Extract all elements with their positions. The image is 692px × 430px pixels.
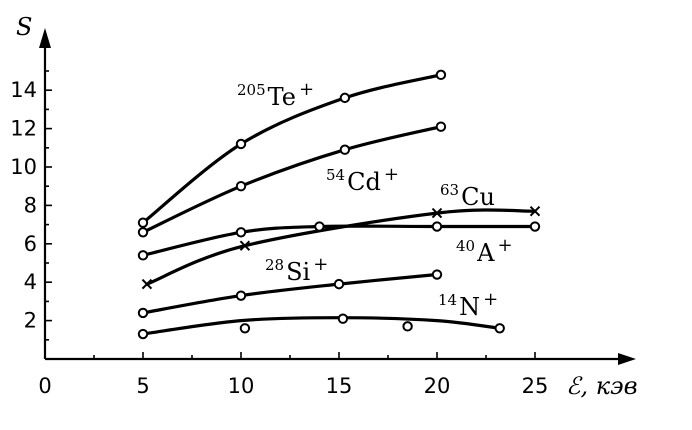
series-label-40a: 40A + (456, 235, 513, 267)
data-point-28si (431, 269, 443, 280)
data-point-40a (235, 227, 247, 238)
axes: S ℰ, кэв 2 4 6 8 10 12 14 0 5 10 15 20 25 (10, 13, 637, 400)
series-labels: 205Te + 54Cd + 63Cu 40A + 28Si + 14N + (237, 79, 513, 321)
data-point-54cd (435, 121, 447, 132)
y-axis-label: S (16, 13, 32, 41)
data-point-40a (431, 221, 443, 232)
data-point-205te (137, 217, 149, 228)
series-label-28si: 28Si + (265, 254, 328, 286)
series-label-63cu: 63Cu (440, 181, 495, 211)
data-point-63cu (431, 207, 443, 219)
x-tick-label: 25 (522, 374, 549, 398)
data-point-205te (339, 92, 351, 104)
data-point-54cd (339, 144, 351, 155)
data-point-14n (494, 323, 505, 334)
data-point-40a (314, 221, 325, 232)
y-tick-label: 12 (10, 117, 37, 141)
y-tick-label: 14 (10, 78, 37, 102)
series-line-28si (141, 272, 439, 315)
data-point-63cu (529, 205, 541, 217)
y-tick-label: 4 (24, 270, 37, 294)
data-point-28si (137, 307, 149, 319)
y-tick-label: 6 (24, 232, 37, 256)
series-label-205te: 205Te + (237, 79, 314, 111)
x-tick-label: 20 (424, 374, 451, 398)
data-point-40a (137, 250, 149, 261)
markers (137, 69, 541, 340)
data-point-54cd (137, 227, 149, 238)
x-axis-arrow (618, 353, 636, 365)
data-point-205te (435, 69, 447, 81)
data-point-54cd (235, 181, 247, 192)
series-label-14n: 14N + (438, 289, 498, 321)
data-point-205te (235, 138, 247, 150)
data-point-14n (337, 313, 349, 324)
data-point-63cu (239, 240, 251, 251)
series-line-205te (141, 73, 443, 225)
y-tick-label: 8 (24, 193, 37, 217)
data-point-63cu (141, 278, 153, 290)
series-line-63cu (145, 208, 537, 286)
data-point-14n (402, 321, 413, 332)
x-tick-label: 0 (38, 374, 51, 398)
x-axis-label: ℰ, кэв (566, 372, 638, 400)
series-line-14n (141, 316, 502, 336)
x-tick-label: 10 (228, 374, 255, 398)
data-point-14n (137, 328, 149, 340)
data-point-28si (333, 278, 345, 290)
y-axis-arrow (39, 28, 51, 48)
data-point-40a (529, 221, 541, 232)
series-label-54cd: 54Cd + (326, 164, 399, 196)
x-tick-label: 5 (136, 374, 149, 398)
series-line-54cd (141, 125, 443, 234)
y-tick-label: 10 (10, 155, 37, 179)
data-point-28si (235, 290, 247, 301)
data-point-14n (239, 323, 251, 334)
y-tick-label: 2 (24, 309, 37, 333)
x-tick-label: 15 (326, 374, 353, 398)
